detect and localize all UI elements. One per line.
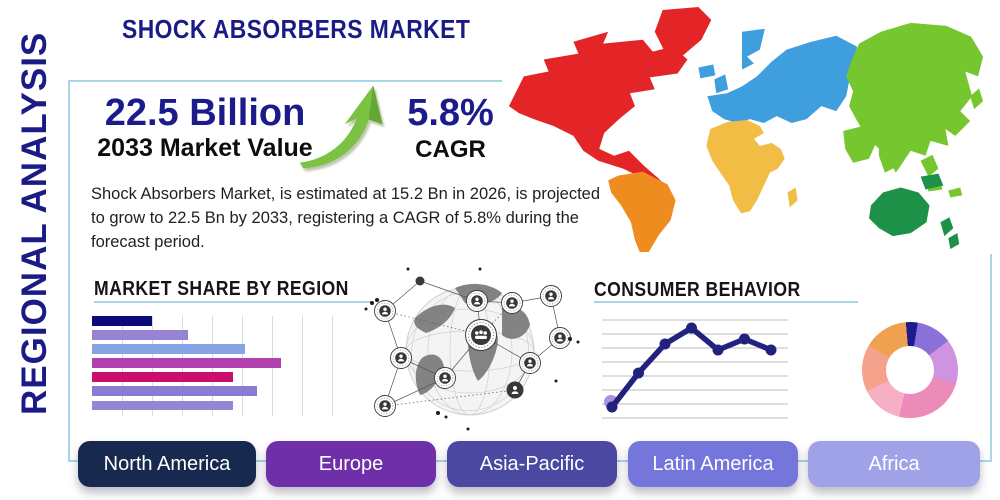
map-se-asia	[920, 154, 939, 177]
bar-region-2	[92, 330, 188, 340]
sidebar-vertical-title: REGIONAL ANALYSIS	[15, 31, 54, 415]
map-greenland	[654, 6, 712, 57]
bar-region-5	[92, 372, 233, 382]
market-share-title: MARKET SHARE BY REGION	[94, 278, 349, 300]
map-africa	[706, 120, 785, 214]
consumer-behavior-line-chart	[602, 319, 788, 419]
region-button-africa[interactable]: Africa	[808, 441, 980, 487]
bar-region-4	[92, 358, 281, 368]
market-value-caption: 2033 Market Value	[97, 134, 313, 162]
consumer-behavior-underline	[594, 301, 858, 303]
market-share-underline	[94, 301, 372, 303]
region-donut-chart	[862, 322, 958, 418]
donut-hole	[886, 346, 934, 394]
decorative-dot	[375, 298, 379, 302]
region-button-asia-pacific[interactable]: Asia-Pacific	[447, 441, 617, 487]
market-description: Shock Absorbers Market, is estimated at …	[91, 185, 601, 251]
map-scandinavia	[742, 28, 765, 70]
map-asia	[846, 22, 984, 173]
globe-people-node	[465, 319, 497, 351]
bar-region-3	[92, 344, 245, 354]
map-japan	[970, 88, 984, 110]
map-indonesia-2	[948, 187, 963, 198]
region-button-latin-america[interactable]: Latin America	[628, 441, 798, 487]
map-arabia	[843, 126, 877, 163]
cagr-stat: 5.8%	[407, 92, 494, 134]
region-button-europe[interactable]: Europe	[266, 441, 436, 487]
map-north-america	[508, 31, 688, 189]
map-new-zealand	[940, 217, 960, 249]
market-value-stat: 22.5 Billion	[104, 92, 306, 134]
bar-region-7	[92, 400, 233, 411]
consumer-behavior-title: CONSUMER BEHAVIOR	[594, 279, 801, 301]
page-title: SHOCK ABSORBERS MARKET	[122, 14, 471, 44]
bar-chart-gridline	[302, 316, 303, 416]
bar-region-1	[92, 316, 152, 326]
map-europe-mainland	[707, 35, 858, 124]
map-uk	[714, 74, 729, 94]
region-button-north-america[interactable]: North America	[78, 441, 256, 487]
map-new-guinea	[920, 173, 944, 190]
map-australia	[868, 187, 930, 237]
bar-region-6	[92, 386, 257, 396]
world-map-svg	[508, 6, 984, 252]
world-map	[502, 0, 992, 254]
map-iceland	[698, 64, 716, 79]
map-madagascar	[787, 187, 798, 208]
market-share-bar-chart	[92, 316, 333, 416]
globe-network-graphic	[364, 267, 580, 431]
cagr-caption: CAGR	[415, 136, 486, 163]
bar-chart-gridline	[332, 316, 333, 416]
globe-scatter-dots	[364, 267, 580, 431]
map-india	[878, 131, 902, 173]
map-south-america	[608, 171, 676, 252]
growth-arrow-icon	[299, 85, 383, 169]
